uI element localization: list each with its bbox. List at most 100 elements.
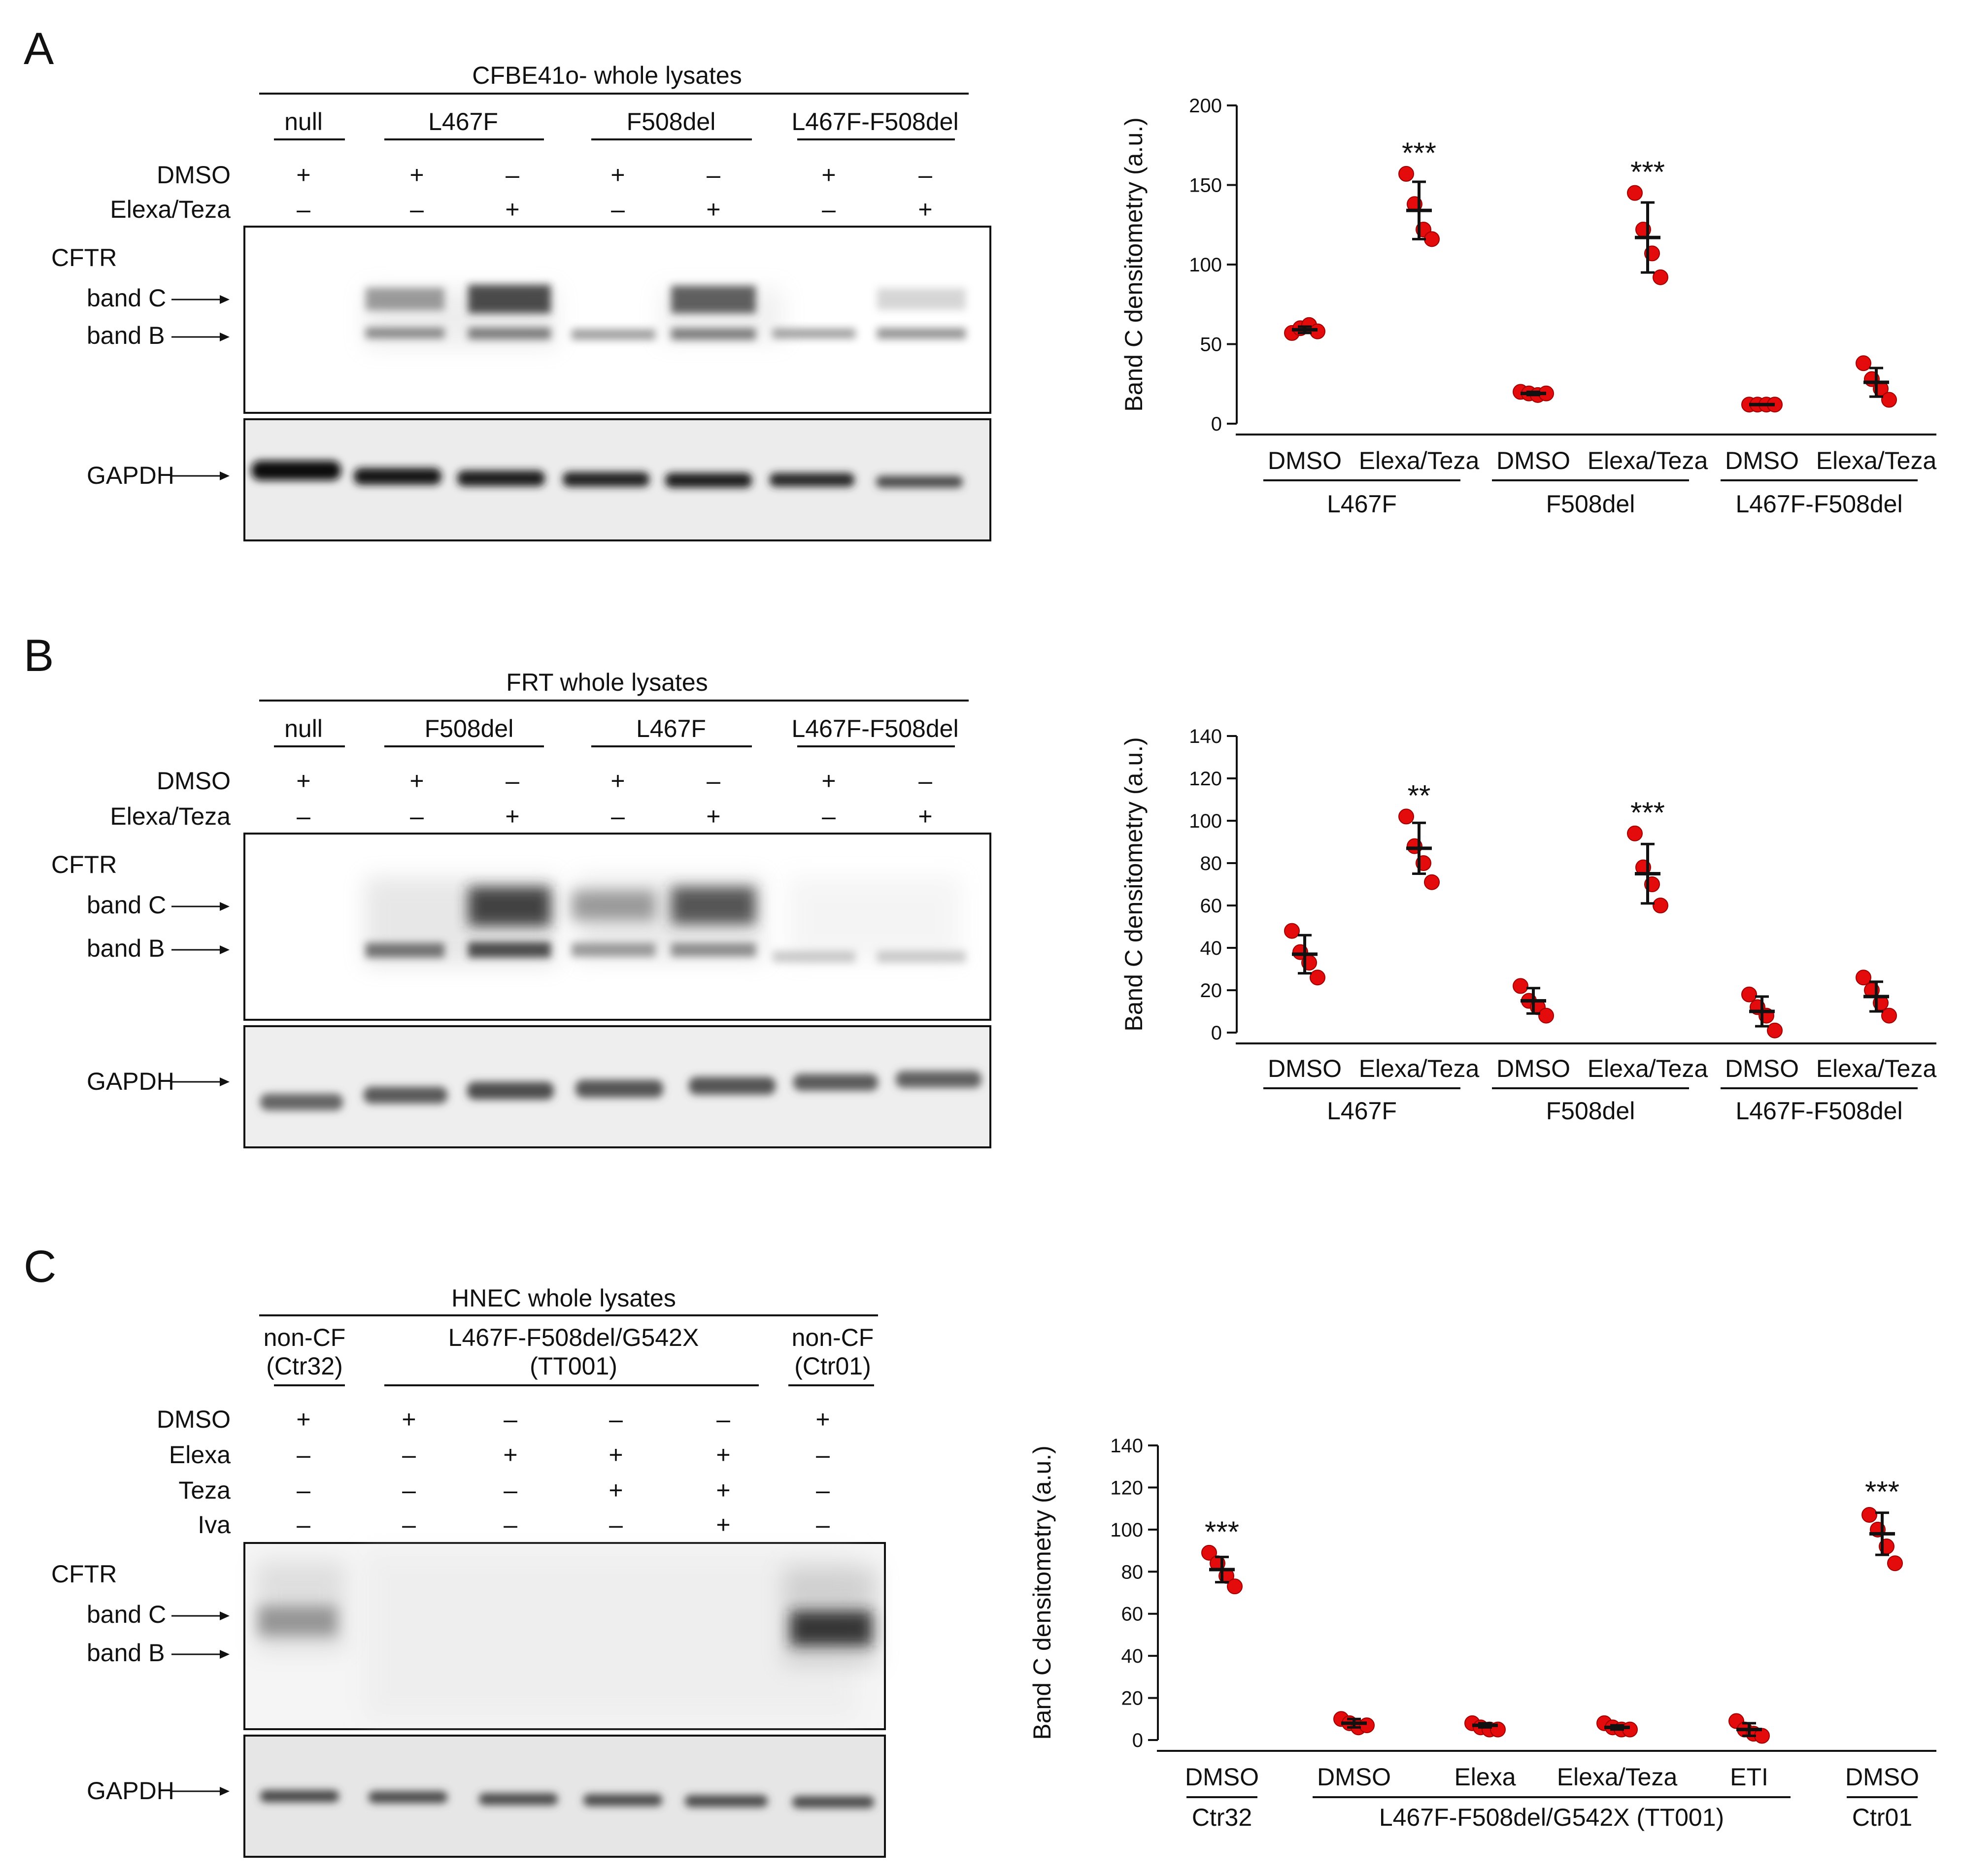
treatment-mark: –: [609, 1511, 623, 1539]
treatment-mark: –: [297, 1476, 310, 1504]
group-label-f508del: F508del: [425, 715, 514, 742]
group-label-null: null: [284, 108, 323, 135]
group-label: L467F: [1327, 490, 1397, 518]
data-point: [1741, 986, 1757, 1003]
x-category-label: DMSO: [1496, 447, 1570, 474]
group-label-l467f: L467F: [636, 715, 706, 742]
band-c-label: band C: [87, 891, 166, 919]
arrow-icon: [171, 1787, 230, 1796]
cftr-bands: [365, 877, 966, 966]
data-point: [1627, 825, 1643, 841]
x-category-label: Elexa/Teza: [1588, 447, 1708, 474]
group-label: L467F-F508del/G542X (TT001): [1379, 1804, 1724, 1831]
x-category-label: Elexa/Teza: [1816, 447, 1937, 474]
significance-label: ***: [1630, 156, 1665, 189]
treatment-mark: +: [821, 767, 836, 795]
blot-c: HNEC whole lysates non-CF (Ctr32) L467F-…: [51, 1284, 886, 1858]
group-label-l467f: L467F: [428, 108, 498, 135]
x-category-label: Elexa/Teza: [1588, 1055, 1708, 1082]
treatment-mark: –: [297, 1511, 310, 1539]
y-axis-label: Band C densitometry (a.u.): [1120, 117, 1148, 412]
treatment-mark: +: [821, 161, 836, 189]
blot-a: CFBE41o- whole lysates null L467F F508de…: [51, 62, 991, 541]
x-category-label: Elexa/Teza: [1359, 447, 1480, 474]
data-point: [1227, 1578, 1243, 1595]
treatment-mark: +: [716, 1476, 730, 1504]
x-category-label: DMSO: [1496, 1055, 1570, 1082]
y-tick-label: 60: [1121, 1604, 1144, 1625]
x-category-label: Elexa/Teza: [1816, 1055, 1937, 1082]
arrow-icon: [171, 902, 230, 911]
gapdh-label: GAPDH: [87, 1777, 174, 1805]
treatment-mark: +: [716, 1511, 730, 1539]
row-label-elexa-teza: Elexa/Teza: [110, 196, 231, 223]
group-label: Ctr32: [1192, 1804, 1252, 1831]
group-sublabel-tt001: (TT001): [530, 1352, 617, 1380]
treatment-mark: +: [402, 1406, 416, 1433]
blot-title: CFBE41o- whole lysates: [472, 62, 742, 89]
treatment-mark: +: [505, 196, 519, 223]
data-point: [1856, 355, 1871, 371]
data-point: [1359, 1717, 1375, 1734]
arrow-icon: [171, 1077, 230, 1086]
chart-c: 0 20 40 60 80 100 120 140 Band C densitometry (a…: [1028, 1435, 1936, 1831]
treatment-mark: –: [402, 1476, 416, 1504]
cftr-bands: [256, 1552, 877, 1719]
group-label-non-cf-ctr32: non-CF: [264, 1324, 346, 1351]
data-point: [1622, 1721, 1638, 1738]
data-point: [1627, 185, 1643, 201]
blot-b: FRT whole lysates null F508del L467F L46…: [51, 669, 991, 1148]
group-label: L467F-F508del: [1735, 1097, 1902, 1125]
treatment-mark: +: [918, 196, 932, 223]
treatment-marks: + + – + – + – – – + – + – +: [296, 161, 932, 223]
row-label-iva: Iva: [198, 1511, 231, 1539]
blot-title: FRT whole lysates: [506, 669, 708, 696]
chart-b: 0 20 40 60 80 100 120 140 Band C densitometry (a…: [1120, 726, 1936, 1125]
band-b-label: band B: [87, 1639, 165, 1667]
row-label-dmso: DMSO: [157, 767, 231, 795]
treatment-mark: +: [609, 1441, 623, 1469]
treatment-mark: –: [402, 1511, 416, 1539]
treatment-mark: –: [707, 767, 720, 795]
treatment-mark: –: [504, 1406, 517, 1433]
treatment-mark: –: [504, 1476, 517, 1504]
x-category-label: Elexa/Teza: [1557, 1763, 1678, 1791]
row-label-dmso: DMSO: [157, 161, 231, 189]
significance-label: ***: [1205, 1515, 1239, 1548]
treatment-mark: +: [610, 767, 625, 795]
data-point: [1887, 1555, 1903, 1572]
y-tick-label: 60: [1200, 895, 1222, 917]
significance-label: ***: [1630, 796, 1665, 829]
group-label: F508del: [1546, 490, 1635, 518]
row-label-dmso: DMSO: [157, 1406, 231, 1433]
x-category-label: DMSO: [1185, 1763, 1259, 1791]
group-sublabel-ctr32: (Ctr32): [266, 1352, 343, 1380]
y-tick-label: 0: [1132, 1730, 1143, 1751]
significance-label: **: [1408, 779, 1431, 812]
group-label: L467F: [1327, 1097, 1397, 1125]
row-label-elexa: Elexa: [169, 1441, 231, 1469]
treatment-mark: –: [816, 1511, 830, 1539]
y-tick-label: 100: [1110, 1519, 1143, 1541]
gapdh-label: GAPDH: [87, 462, 174, 489]
treatment-mark: +: [296, 1406, 310, 1433]
data-point: [1424, 874, 1440, 890]
arrow-icon: [171, 1650, 230, 1659]
cftr-label: CFTR: [51, 1560, 117, 1588]
panel-letter-b: B: [24, 631, 54, 681]
group-label-null: null: [284, 715, 323, 742]
y-tick-label: 150: [1189, 175, 1222, 197]
significance-label: ***: [1865, 1475, 1899, 1508]
data-point: [1284, 923, 1300, 939]
y-tick-label: 0: [1211, 413, 1222, 435]
x-category-label: Elexa/Teza: [1359, 1055, 1480, 1082]
treatment-marks: + + – + – + – – – + – + – +: [296, 767, 932, 830]
arrow-icon: [171, 945, 230, 954]
significance-label: ***: [1402, 136, 1436, 169]
y-tick-label: 40: [1121, 1645, 1144, 1667]
treatment-mark: –: [716, 1406, 730, 1433]
arrow-icon: [171, 471, 230, 480]
x-category-label: DMSO: [1317, 1763, 1391, 1791]
treatment-mark: +: [609, 1476, 623, 1504]
